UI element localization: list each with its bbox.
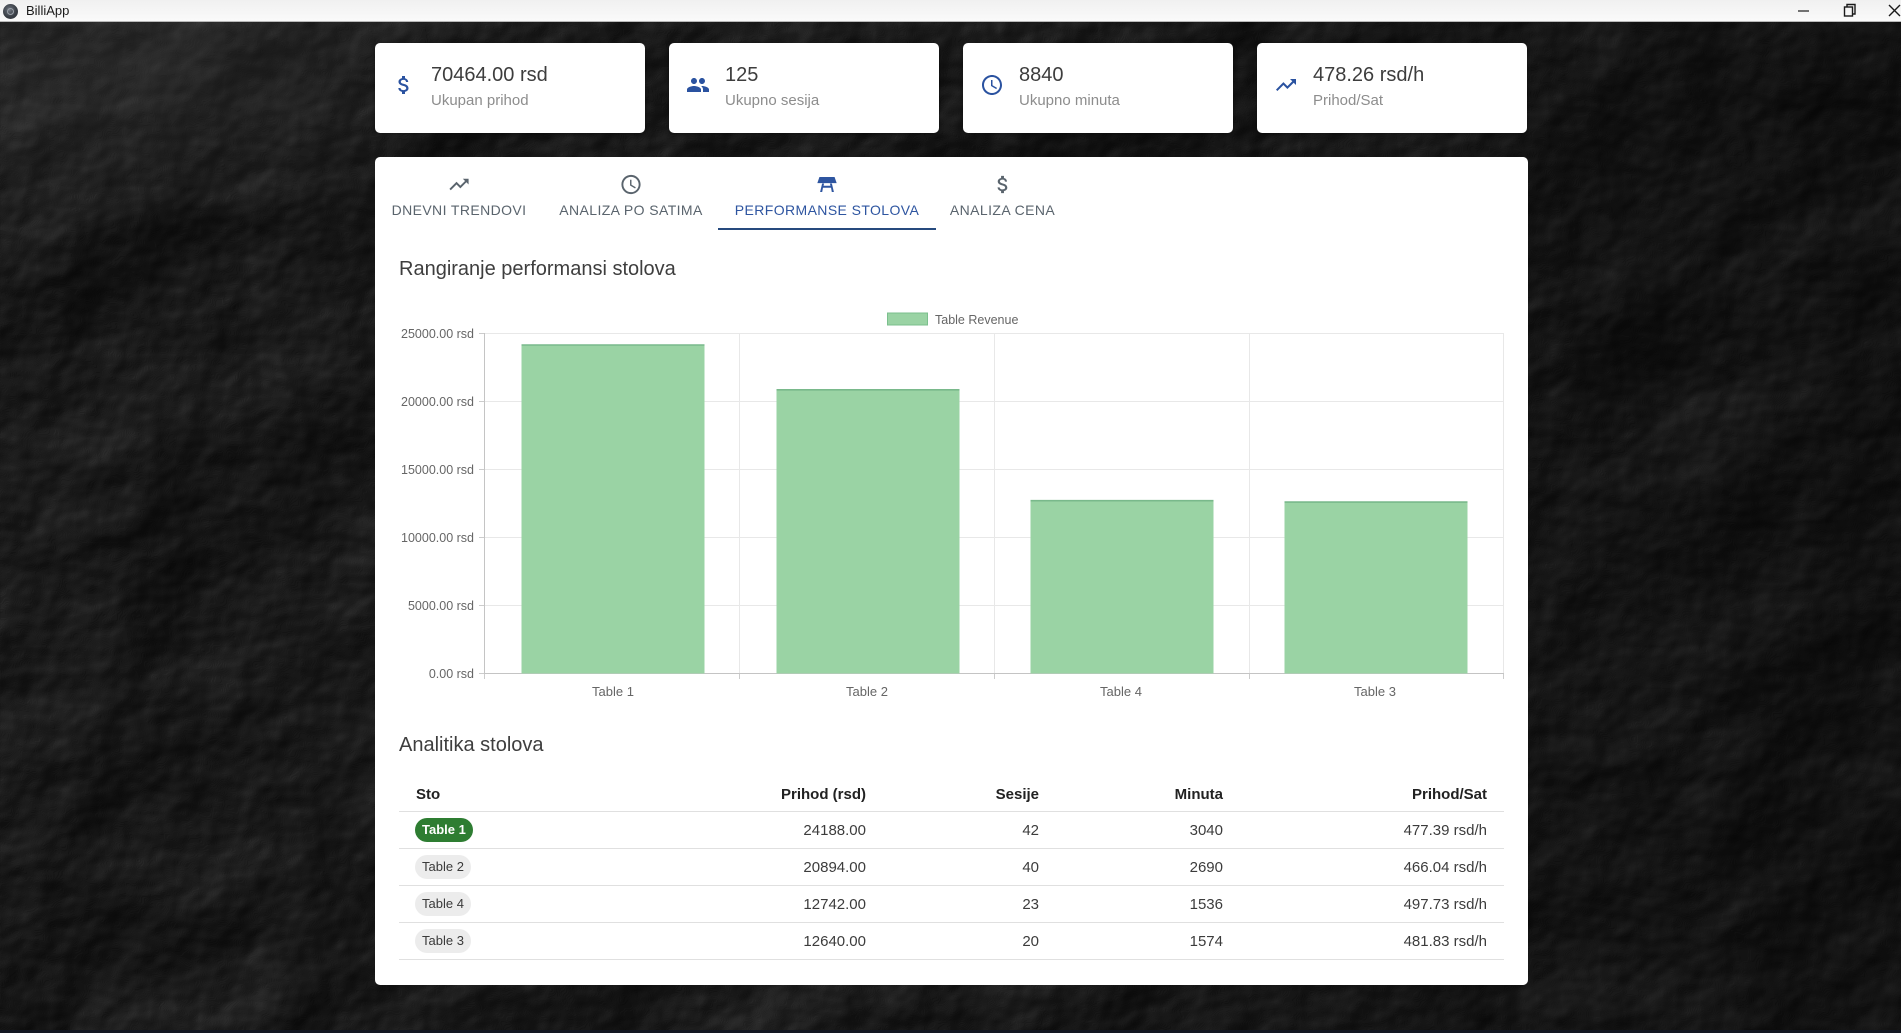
- svg-text:5000.00 rsd: 5000.00 rsd: [408, 599, 474, 613]
- svg-text:15000.00 rsd: 15000.00 rsd: [401, 463, 474, 477]
- svg-text:Table 3: Table 3: [1354, 684, 1396, 699]
- svg-text:10000.00 rsd: 10000.00 rsd: [401, 531, 474, 545]
- svg-text:Table 4: Table 4: [1100, 684, 1142, 699]
- svg-text:Table 1: Table 1: [592, 684, 634, 699]
- svg-text:Table Revenue: Table Revenue: [935, 313, 1018, 327]
- svg-text:25000.00 rsd: 25000.00 rsd: [401, 327, 474, 341]
- svg-text:Table 2: Table 2: [846, 684, 888, 699]
- svg-text:20000.00 rsd: 20000.00 rsd: [401, 395, 474, 409]
- svg-text:0.00 rsd: 0.00 rsd: [429, 667, 474, 681]
